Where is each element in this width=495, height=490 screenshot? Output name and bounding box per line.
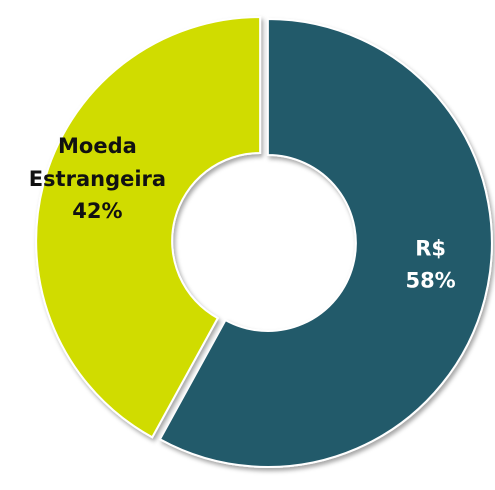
slice-label: R$ 58% [356,232,495,297]
slice [35,16,262,439]
slice-label: Moeda Estrangeira 42% [22,130,172,228]
value-label: 58% [405,268,456,293]
value-label: 42% [72,199,123,224]
slice [158,17,493,468]
category-label: Moeda Estrangeira [28,134,167,191]
category-label: R$ [415,236,446,261]
